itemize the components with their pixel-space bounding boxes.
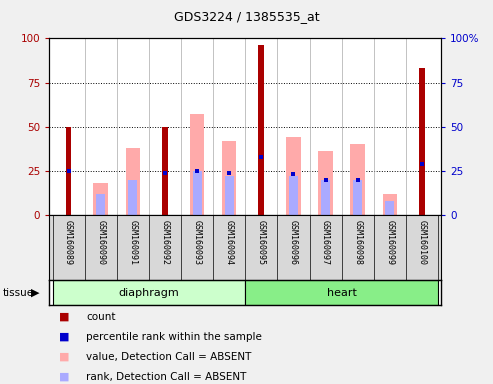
Bar xyxy=(126,148,140,215)
Bar xyxy=(286,137,301,215)
Text: GSM160096: GSM160096 xyxy=(289,220,298,265)
Text: GSM160097: GSM160097 xyxy=(321,220,330,265)
Text: ■: ■ xyxy=(59,332,70,342)
Bar xyxy=(289,176,298,215)
Bar xyxy=(351,144,365,215)
Text: diaphragm: diaphragm xyxy=(118,288,179,298)
Text: ▶: ▶ xyxy=(31,288,40,298)
Text: rank, Detection Call = ABSENT: rank, Detection Call = ABSENT xyxy=(86,372,246,382)
Text: GDS3224 / 1385535_at: GDS3224 / 1385535_at xyxy=(174,10,319,23)
Text: ■: ■ xyxy=(59,352,70,362)
Bar xyxy=(222,141,237,215)
Bar xyxy=(53,280,246,305)
Bar xyxy=(190,114,204,215)
Text: tissue: tissue xyxy=(2,288,34,298)
Text: GSM160094: GSM160094 xyxy=(225,220,234,265)
Bar xyxy=(419,68,425,215)
Bar xyxy=(321,180,330,215)
Bar xyxy=(128,180,138,215)
Bar xyxy=(353,180,362,215)
Text: value, Detection Call = ABSENT: value, Detection Call = ABSENT xyxy=(86,352,251,362)
Bar xyxy=(162,127,168,215)
Bar xyxy=(383,194,397,215)
Bar xyxy=(193,171,202,215)
Bar xyxy=(225,176,234,215)
Bar xyxy=(94,183,108,215)
Bar xyxy=(318,151,333,215)
Text: GSM160100: GSM160100 xyxy=(418,220,426,265)
Bar xyxy=(386,201,394,215)
Text: ■: ■ xyxy=(59,372,70,382)
Bar xyxy=(258,45,264,215)
Text: GSM160095: GSM160095 xyxy=(257,220,266,265)
Text: GSM160093: GSM160093 xyxy=(193,220,202,265)
Text: GSM160089: GSM160089 xyxy=(64,220,73,265)
Text: GSM160098: GSM160098 xyxy=(353,220,362,265)
Bar xyxy=(66,127,71,215)
Text: heart: heart xyxy=(327,288,356,298)
Text: GSM160090: GSM160090 xyxy=(96,220,105,265)
Bar xyxy=(96,194,105,215)
Bar xyxy=(246,280,438,305)
Text: count: count xyxy=(86,312,116,322)
Text: percentile rank within the sample: percentile rank within the sample xyxy=(86,332,262,342)
Text: GSM160091: GSM160091 xyxy=(128,220,138,265)
Text: ■: ■ xyxy=(59,312,70,322)
Text: GSM160092: GSM160092 xyxy=(160,220,170,265)
Text: GSM160099: GSM160099 xyxy=(386,220,394,265)
